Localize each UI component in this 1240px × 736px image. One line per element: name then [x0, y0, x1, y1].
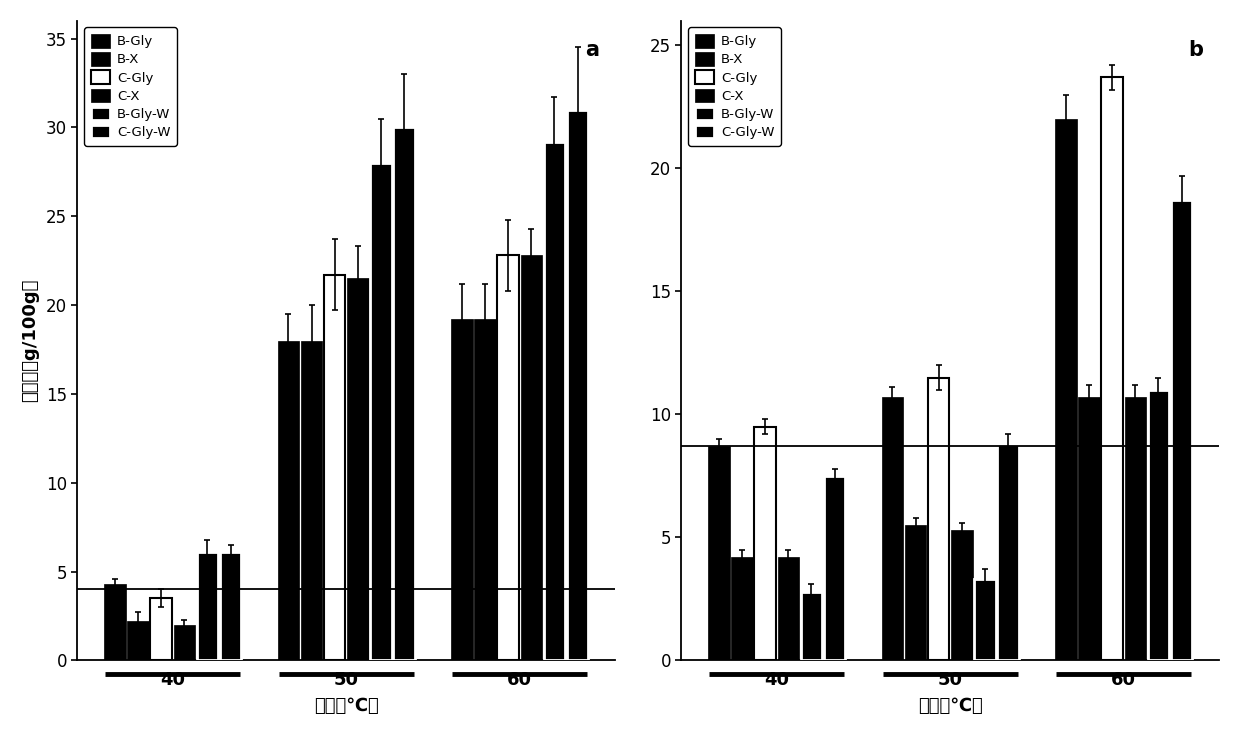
Bar	[777, 557, 799, 660]
Bar	[1101, 77, 1123, 660]
Bar	[474, 319, 496, 660]
Bar	[882, 397, 903, 660]
Bar	[1171, 200, 1193, 660]
Legend: B-Gly, B-X, C-Gly, C-X, B-Gly-W, C-Gly-W: B-Gly, B-X, C-Gly, C-X, B-Gly-W, C-Gly-W	[84, 27, 177, 146]
Text: b: b	[1188, 40, 1203, 60]
Bar	[1148, 390, 1169, 660]
X-axis label: 温度（℃）: 温度（℃）	[918, 697, 982, 715]
Y-axis label: 溶解度（g/100g）: 溶解度（g/100g）	[21, 279, 38, 403]
Bar	[301, 341, 322, 660]
Bar	[823, 476, 846, 660]
Bar	[951, 530, 972, 660]
Legend: B-Gly, B-X, C-Gly, C-X, B-Gly-W, C-Gly-W: B-Gly, B-X, C-Gly, C-X, B-Gly-W, C-Gly-W	[688, 27, 781, 146]
Bar	[278, 341, 299, 660]
Bar	[1055, 119, 1076, 660]
Bar	[975, 579, 996, 660]
Bar	[451, 319, 472, 660]
Bar	[543, 141, 565, 660]
Bar	[393, 127, 415, 660]
Bar	[128, 621, 149, 660]
Bar	[347, 278, 368, 660]
Bar	[324, 275, 346, 660]
Bar	[197, 552, 218, 660]
Bar	[997, 444, 1019, 660]
Bar	[928, 378, 950, 660]
Bar	[104, 584, 125, 660]
Bar	[521, 255, 542, 660]
Bar	[174, 625, 195, 660]
Bar	[754, 427, 776, 660]
Bar	[1125, 397, 1146, 660]
Bar	[732, 557, 753, 660]
Text: a: a	[585, 40, 599, 60]
Bar	[567, 110, 588, 660]
X-axis label: 温度（℃）: 温度（℃）	[314, 697, 378, 715]
Bar	[219, 552, 242, 660]
Bar	[1079, 397, 1100, 660]
Bar	[371, 163, 392, 660]
Bar	[497, 255, 518, 660]
Bar	[801, 592, 822, 660]
Bar	[708, 447, 729, 660]
Bar	[905, 525, 926, 660]
Bar	[150, 598, 172, 660]
